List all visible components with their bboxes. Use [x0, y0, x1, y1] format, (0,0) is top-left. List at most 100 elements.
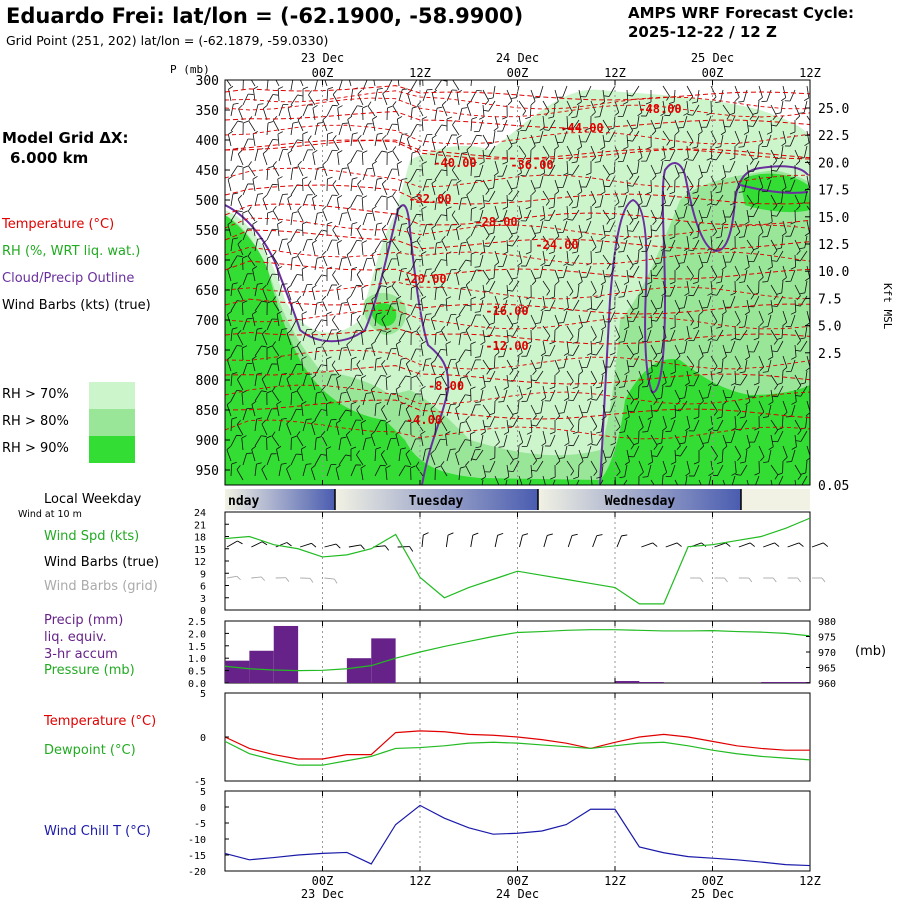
wind-barb-flag — [421, 206, 427, 210]
wind-barb-flag — [252, 310, 257, 315]
wind-barb-staff — [362, 438, 367, 451]
wind-barb-flag — [382, 134, 387, 140]
wind-barb — [484, 460, 496, 473]
wind-barb-flag — [361, 375, 367, 379]
wind-barb-flag — [461, 107, 468, 109]
cloud-outline-2 — [599, 162, 809, 485]
wind-barb-flag — [431, 269, 436, 274]
wind-barb — [357, 89, 364, 106]
wind-barb-flag — [371, 340, 376, 345]
wind-barb-flag — [497, 175, 503, 177]
wind-barb-flag — [282, 148, 289, 150]
wind-barb-staff — [398, 420, 406, 432]
wind-barb-staff — [482, 404, 491, 416]
pressure-axis-title: P (mb) — [170, 63, 210, 76]
wind-barb-staff — [236, 424, 244, 436]
wind-barb — [396, 206, 402, 222]
wind-barb-flag — [483, 200, 490, 202]
wind-barb-flag — [261, 464, 266, 470]
wind-barb-staff — [350, 105, 358, 117]
wind-barb — [266, 94, 279, 106]
wind-barb — [290, 408, 302, 421]
wind-barb — [350, 222, 358, 237]
wind-barb — [278, 417, 287, 432]
wind-barb — [434, 214, 447, 226]
wind-barb-staff — [493, 175, 496, 188]
wind-barb-flag — [362, 150, 368, 154]
wind-barb-staff — [272, 210, 280, 222]
wind-barb-staff — [332, 229, 340, 241]
wind-barb — [248, 161, 256, 177]
precip-bar — [615, 681, 640, 683]
wind-barb-staff — [489, 280, 496, 292]
wind-barb — [237, 284, 244, 301]
wind-barb-staff — [248, 80, 256, 87]
wind-barb-flag — [292, 211, 298, 214]
wind-barb-staff — [350, 269, 353, 282]
wind-barb — [374, 330, 387, 342]
wind-barb-staff — [506, 224, 513, 236]
wind-barb-flag — [296, 431, 301, 436]
wind-barb-flag — [441, 190, 446, 196]
wind-barb-staff — [362, 258, 368, 271]
wind-barb — [386, 80, 398, 91]
wind-barb-staff — [451, 169, 460, 181]
wind-barb-flag — [484, 471, 491, 473]
wind-barb — [230, 390, 243, 402]
wind-barb-flag — [331, 419, 337, 421]
wind-barb-flag — [312, 239, 317, 244]
wind-barb-flag — [251, 355, 257, 360]
wind-barb — [374, 132, 383, 147]
wind-barb-staff — [489, 460, 496, 473]
wind-barb-flag — [497, 130, 503, 132]
wind-barb-flag — [396, 161, 402, 165]
wind-barb-flag — [371, 295, 377, 300]
wind-barb — [350, 150, 363, 162]
wind-barb-flag — [232, 237, 238, 240]
wind-barb-staff — [261, 423, 268, 436]
wind-barb — [230, 210, 243, 222]
wind-barb-flag — [256, 372, 263, 375]
wind-barb-flag — [465, 304, 471, 307]
wind-barb-staff — [307, 184, 316, 196]
wind-barb-flag — [261, 435, 267, 437]
wind-barb-flag — [470, 341, 476, 345]
wind-barb-flag — [376, 222, 383, 225]
rh90-upper-patch — [740, 173, 810, 213]
wind-barb-staff — [396, 299, 400, 312]
wind-barb-flag — [321, 340, 326, 346]
wind-barb — [470, 134, 482, 147]
wind-barb-staff — [441, 194, 448, 207]
wind-barb-staff — [336, 288, 340, 301]
legend-rh: RH (%, WRT liq. wat.) — [2, 244, 141, 259]
pressure-tick-label: 300 — [196, 74, 219, 89]
wind-barb-staff — [506, 179, 513, 191]
wind-barb — [503, 329, 509, 345]
wind-barb-flag — [296, 229, 303, 231]
wind-barb-staff — [241, 302, 244, 316]
wind-barb-flag — [822, 542, 829, 547]
wind-barb-flag — [430, 359, 436, 364]
wind-barb-flag — [440, 438, 446, 441]
wind-barb-staff — [470, 404, 476, 417]
wind-barb-staff — [386, 123, 393, 136]
wind-barb-staff — [314, 364, 322, 376]
wind-barb — [290, 363, 302, 376]
wind-barb-staff — [350, 134, 353, 147]
wind-barb-flag — [351, 311, 357, 315]
wind-barb — [337, 105, 343, 121]
wind-barb — [420, 386, 426, 402]
wind-barb-flag — [485, 145, 490, 150]
wind-barb-flag — [267, 121, 274, 124]
wind-barb-staff — [337, 108, 340, 121]
wind-barb — [266, 390, 272, 406]
wind-barb-flag — [494, 262, 499, 267]
precip-bar — [761, 682, 786, 683]
wind-barb — [326, 311, 332, 327]
wind-barb — [335, 464, 341, 481]
wind-barb-staff — [482, 419, 486, 432]
wind-barb — [251, 445, 257, 462]
wind-barb-flag — [231, 461, 237, 465]
wind-barb-staff — [456, 93, 460, 106]
wind-barb-staff — [395, 434, 400, 447]
